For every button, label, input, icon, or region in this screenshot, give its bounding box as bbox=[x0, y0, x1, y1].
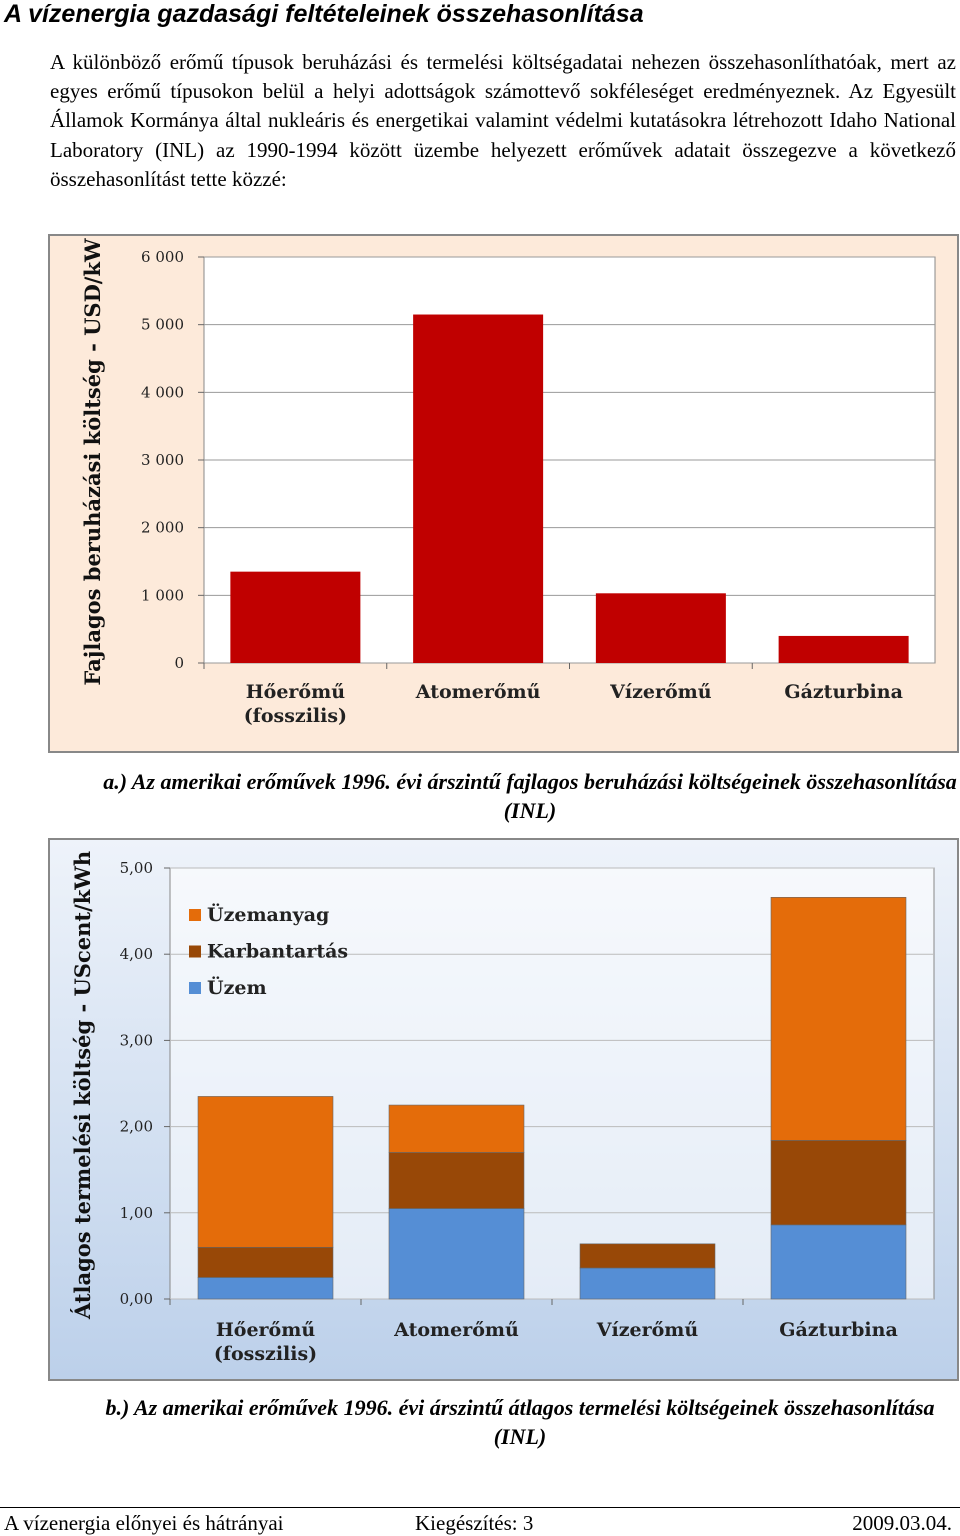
y-tick-label: 2,00 bbox=[120, 1118, 153, 1136]
y-tick-label: 4,00 bbox=[120, 945, 153, 963]
bar-segment bbox=[388, 1208, 525, 1300]
x-tick-label: Hőerőmű (fosszilis) bbox=[213, 1319, 318, 1365]
bar-segment bbox=[579, 1243, 716, 1269]
legend-swatch bbox=[189, 982, 201, 994]
x-tick-label: Vízerőmű bbox=[596, 1319, 699, 1341]
bar-segment bbox=[388, 1104, 525, 1153]
y-tick-label: 3,00 bbox=[120, 1031, 153, 1049]
bar-segment bbox=[770, 897, 907, 1141]
bar bbox=[230, 571, 361, 663]
y-axis-label: Átlagos termelési költség - UScent/kWh bbox=[70, 851, 95, 1320]
bar-segment bbox=[579, 1267, 716, 1300]
footer-right: 2009.03.04. bbox=[852, 1511, 952, 1535]
bar bbox=[778, 635, 909, 663]
chart-investment: 0 1 000 2 000 3 000 4 000 5 000 6 000 Fajlagos … bbox=[48, 234, 959, 753]
bar-segment bbox=[197, 1246, 334, 1278]
x-tick-label: Atomerőmű bbox=[415, 681, 541, 703]
bar-segment bbox=[770, 1140, 907, 1226]
legend-swatch bbox=[189, 909, 201, 921]
x-tick-label: Vízerőmű bbox=[610, 681, 712, 703]
y-tick-label: 4 000 bbox=[141, 383, 184, 401]
y-axis-label: Fajlagos beruházási költség - USD/kW bbox=[80, 238, 105, 686]
y-tick-label: 1,00 bbox=[120, 1204, 153, 1222]
bar-segment bbox=[770, 1224, 907, 1300]
chart-operating: 0,00 1,00 2,00 3,00 4,00 5,00 Átlagos termelés… bbox=[48, 838, 959, 1381]
y-tick-label: 3 000 bbox=[141, 451, 184, 469]
page-title: A vízenergia gazdasági feltételeinek öss… bbox=[4, 0, 644, 28]
y-tick-label: 6 000 bbox=[141, 248, 184, 266]
footer-center: Kiegészítés: 3 bbox=[415, 1511, 534, 1535]
caption: a.) Az amerikai erőművek 1996. évi árszi… bbox=[103, 769, 957, 823]
bar-segment bbox=[197, 1096, 334, 1248]
x-tick-label: Hőerőmű (fosszilis) bbox=[243, 681, 348, 727]
x-tick-label: Gázturbina bbox=[779, 1319, 898, 1341]
x-tick-label: Atomerőmű bbox=[394, 1319, 519, 1341]
bar-segment bbox=[388, 1152, 525, 1209]
y-tick-label: 1 000 bbox=[141, 586, 184, 604]
footer-left: A vízenergia előnyei és hátrányai bbox=[4, 1511, 284, 1535]
legend-label: Karbantartás bbox=[207, 941, 348, 963]
y-tick-label: 0,00 bbox=[120, 1290, 153, 1308]
y-tick-label: 5 000 bbox=[141, 316, 184, 334]
chart-svg: 0,00 1,00 2,00 3,00 4,00 5,00 Átlagos termelés… bbox=[70, 851, 935, 1320]
y-tick-label: 0 bbox=[174, 654, 184, 672]
chart-svg: 0 1 000 2 000 3 000 4 000 5 000 6 000 Fajlagos … bbox=[80, 238, 936, 686]
legend-label: Üzem bbox=[207, 976, 267, 999]
y-tick-label: 2 000 bbox=[141, 519, 184, 537]
x-tick-label: Gázturbina bbox=[784, 681, 903, 703]
y-tick-label: 5,00 bbox=[120, 859, 153, 877]
footer-rule bbox=[0, 1507, 960, 1508]
bar bbox=[595, 593, 726, 663]
bar bbox=[413, 314, 544, 663]
legend-label: Üzemanyag bbox=[207, 903, 329, 926]
paragraph: A különböző erőmű típusok beruházási és … bbox=[50, 50, 956, 191]
legend-swatch bbox=[189, 945, 201, 958]
bar-segment bbox=[197, 1277, 334, 1300]
caption: b.) Az amerikai erőművek 1996. évi árszi… bbox=[105, 1395, 935, 1449]
